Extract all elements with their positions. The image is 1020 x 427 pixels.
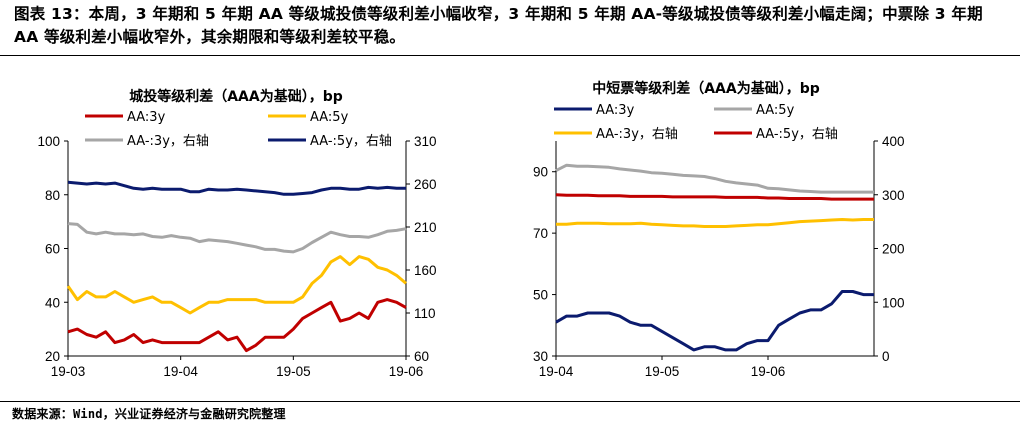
x-tick-label: 19-06 [751,364,786,379]
series-line [556,218,874,228]
series-line [67,298,407,353]
series-line [67,180,406,196]
y-right-tick-label: 300 [882,188,905,203]
y-right-tick-label: 400 [882,134,905,149]
y-left-tick-label: 20 [45,349,60,364]
x-tick-label: 19-05 [645,364,680,379]
x-tick-label: 19-05 [276,364,311,379]
y-left-tick-label: 60 [45,242,60,257]
legend-label: AA:5y [756,103,795,118]
y-right-tick-label: 0 [882,349,890,364]
y-right-tick-label: 200 [882,242,905,257]
y-right-tick-label: 210 [414,220,437,235]
data-source-note: 数据来源：Wind，兴业证券经济与金融研究院整理 [12,407,286,421]
chart-title: 中短票等级利差（AAA为基础），bp [592,80,820,97]
y-right-tick-label: 100 [882,295,905,310]
series-line [555,290,874,352]
y-right-tick-label: 160 [414,263,437,278]
series-line [66,255,407,315]
legend-label: AA-:5y，右轴 [310,134,392,149]
series-line [555,193,874,201]
legend-label: AA-:3y，右轴 [596,127,678,142]
y-left-tick-label: 70 [533,226,548,241]
chart-mtn-spread: 中短票等级利差（AAA为基础），bp 30 50 70 90 0 100 200 300 400 1… [533,80,905,379]
y-left-tick-label: 80 [45,188,60,203]
x-tick-label: 19-03 [51,364,86,379]
y-left-tick-label: 90 [533,165,548,180]
series-line [67,222,407,254]
x-tick-label: 19-04 [163,364,198,379]
y-left-tick-label: 100 [37,134,60,149]
legend-label: AA:5y [310,110,349,125]
y-right-tick-label: 310 [414,134,437,149]
figure-title: 图表 13：本周，3 年期和 5 年期 AA 等级城投债等级利差小幅收窄，3 年… [14,5,983,46]
x-tick-label: 19-04 [539,364,574,379]
chart-chengtou-spread: 城投等级利差（AAA为基础），bp 20 40 60 80 100 60 110 160 210 2… [37,88,437,379]
y-left-tick-label: 40 [45,295,60,310]
y-right-tick-label: 60 [414,349,429,364]
top-rule [0,55,1020,56]
y-left-tick-label: 50 [533,288,548,303]
bottom-rule [0,401,1020,402]
legend-label: AA:3y [127,110,166,125]
y-right-tick-label: 260 [414,177,437,192]
y-right-tick-label: 110 [414,306,436,321]
y-left-tick-label: 30 [533,349,548,364]
series-line [555,163,874,194]
chart-title: 城投等级利差（AAA为基础），bp [129,88,343,105]
legend-label: AA-:3y，右轴 [127,134,209,149]
x-tick-label: 19-06 [389,364,424,379]
legend-label: AA-:5y，右轴 [756,127,838,142]
legend-label: AA:3y [596,103,635,118]
